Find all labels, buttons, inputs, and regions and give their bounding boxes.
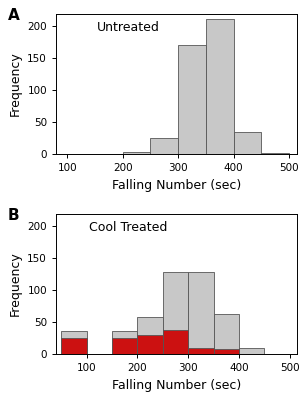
Bar xyxy=(239,348,264,354)
Bar xyxy=(163,272,188,354)
Bar xyxy=(233,132,261,154)
X-axis label: Falling Number (sec): Falling Number (sec) xyxy=(112,179,241,192)
Bar xyxy=(112,338,137,354)
Bar xyxy=(137,335,163,354)
Bar xyxy=(150,138,178,154)
Bar xyxy=(261,153,289,154)
Bar xyxy=(112,331,137,354)
Bar xyxy=(213,349,239,354)
Bar xyxy=(188,348,213,354)
Text: B: B xyxy=(8,208,19,223)
X-axis label: Falling Number (sec): Falling Number (sec) xyxy=(112,379,241,392)
Text: Cool Treated: Cool Treated xyxy=(89,221,168,234)
Y-axis label: Frequency: Frequency xyxy=(9,252,22,316)
Bar xyxy=(188,272,213,354)
Text: A: A xyxy=(8,8,20,23)
Bar xyxy=(123,152,150,154)
Bar xyxy=(178,45,206,154)
Bar xyxy=(213,314,239,354)
Bar xyxy=(206,19,233,154)
Bar xyxy=(61,331,87,354)
Bar xyxy=(61,338,87,354)
Bar xyxy=(137,317,163,354)
Text: Untreated: Untreated xyxy=(97,21,160,34)
Bar xyxy=(163,330,188,354)
Y-axis label: Frequency: Frequency xyxy=(9,52,22,116)
